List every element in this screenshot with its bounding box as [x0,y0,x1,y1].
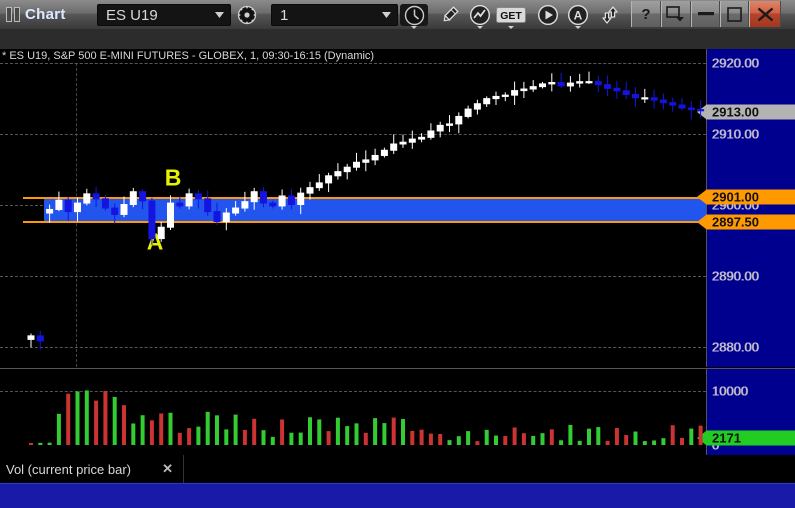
svg-text:GET: GET [500,10,522,22]
svg-text:?: ? [641,6,650,22]
svg-text:A: A [574,9,583,23]
